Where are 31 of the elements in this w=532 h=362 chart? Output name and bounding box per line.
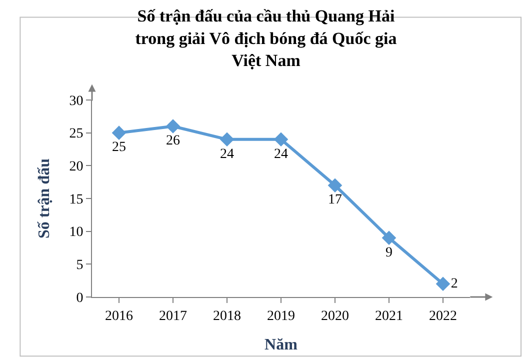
y-tick-label: 25 <box>69 126 84 142</box>
data-label: 17 <box>328 192 342 208</box>
point <box>112 126 126 140</box>
x-tick-label: 2022 <box>429 308 457 324</box>
y-tick-label: 0 <box>76 290 84 306</box>
point <box>274 132 288 147</box>
y-tick-label: 30 <box>69 94 84 109</box>
point <box>382 230 396 246</box>
y-tick-label: 20 <box>69 160 84 175</box>
x-tick-label: 2018 <box>213 308 241 324</box>
data-label: 24 <box>220 146 234 162</box>
x-tick-label: 2020 <box>321 308 349 324</box>
point <box>436 276 450 292</box>
data-label: 24 <box>274 146 288 162</box>
y-tick-label: 10 <box>69 225 84 240</box>
y-tick-label: 5 <box>76 258 84 274</box>
x-tick-label: 2017 <box>159 308 187 324</box>
chart-title: Số trận đấu của cầu thủ Quang Hải trong giải Vô địch bóng đá Quốc gia Việt Nam <box>135 6 398 70</box>
x-tick-label: 2016 <box>105 308 133 324</box>
data-label: 2 <box>450 276 458 292</box>
data-label: 25 <box>112 140 126 156</box>
x-tick-label: 2021 <box>375 308 403 324</box>
point <box>220 132 234 147</box>
data-label: 26 <box>166 134 180 149</box>
x-axis-title: Năm <box>264 336 298 354</box>
point <box>166 119 180 134</box>
y-tick-label: 15 <box>69 192 84 208</box>
y-axis-title: Số trận đấu <box>36 158 54 239</box>
data-label: 9 <box>386 245 392 260</box>
point <box>328 178 342 193</box>
x-tick-label: 2019 <box>267 308 295 324</box>
